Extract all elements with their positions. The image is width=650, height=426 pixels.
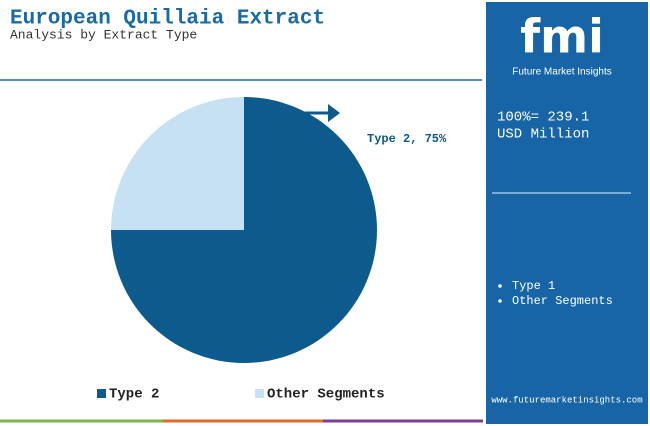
chart-title: European Quillaia Extract xyxy=(10,8,325,31)
legend-swatch xyxy=(97,389,106,398)
brand-name: Future Market Insights xyxy=(512,67,611,78)
pie-slice xyxy=(111,97,244,230)
segment-item: Other Segments xyxy=(512,294,613,308)
legend-label: Type 2 xyxy=(109,387,159,403)
legend-swatch xyxy=(255,389,264,398)
segment-bullet xyxy=(498,284,502,288)
side-panel xyxy=(486,2,648,424)
total-label: 100%= 239.1 xyxy=(497,110,589,126)
chart-subtitle: Analysis by Extract Type xyxy=(10,27,197,42)
segment-item: Type 1 xyxy=(512,279,555,293)
segment-bullet xyxy=(498,299,502,303)
unit-label: USD Million xyxy=(497,127,589,143)
brand-logo: fmi xyxy=(520,10,604,64)
legend-label: Other Segments xyxy=(267,387,385,403)
data-label: Type 2, 75% xyxy=(367,132,447,146)
arrow-head xyxy=(328,104,340,122)
website: www.futuremarketinsights.com xyxy=(491,395,642,405)
